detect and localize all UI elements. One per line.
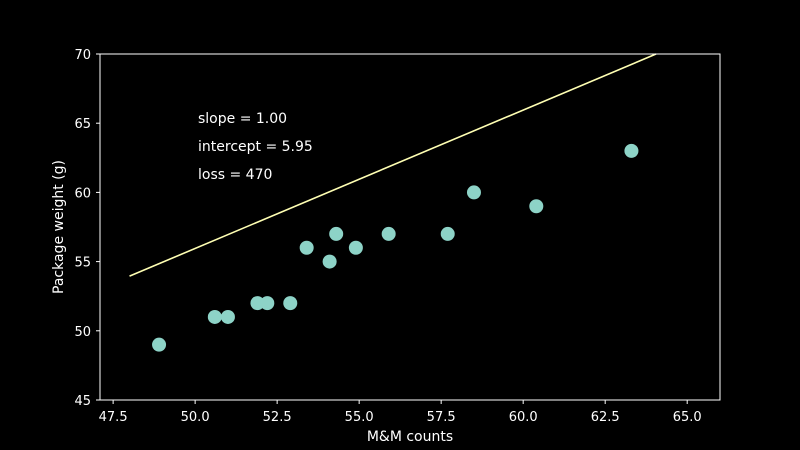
x-tick-label: 50.0 <box>181 410 210 425</box>
data-point <box>529 199 544 214</box>
data-point <box>152 337 167 352</box>
data-point <box>299 240 314 255</box>
y-tick-label: 55 <box>74 256 91 271</box>
plot-layer <box>129 53 657 352</box>
annotation-slope: slope = 1.00 <box>198 111 287 127</box>
fit-line <box>129 53 657 277</box>
data-point <box>440 226 455 241</box>
data-point <box>322 254 337 269</box>
data-point <box>466 185 481 200</box>
y-tick-label: 50 <box>74 325 91 340</box>
x-axis-label: M&M counts <box>367 429 453 445</box>
data-point <box>220 309 235 324</box>
data-point <box>381 226 396 241</box>
x-tick-label: 57.5 <box>427 410 456 425</box>
x-tick-label: 52.5 <box>263 410 292 425</box>
x-tick-label: 47.5 <box>99 410 128 425</box>
data-point <box>207 309 222 324</box>
annotation-loss: loss = 470 <box>198 167 272 183</box>
x-tick-label: 65.0 <box>673 410 702 425</box>
x-tick-label: 60.0 <box>509 410 538 425</box>
annotation-intercept: intercept = 5.95 <box>198 139 313 155</box>
data-point <box>348 240 363 255</box>
y-tick-label: 70 <box>74 48 91 63</box>
y-tick-label: 60 <box>74 186 91 201</box>
data-point <box>329 226 344 241</box>
y-tick-label: 65 <box>74 117 91 132</box>
y-axis-label: Package weight (g) <box>51 160 67 294</box>
data-point <box>283 296 298 311</box>
data-point <box>260 296 275 311</box>
data-point <box>624 143 639 158</box>
y-tick-label: 45 <box>74 394 91 409</box>
data-point <box>250 296 265 311</box>
plot-frame <box>99 53 721 401</box>
x-tick-label: 55.0 <box>345 410 374 425</box>
axes-layer: 47.5 50.0 52.5 55.0 57.5 60.0 62.5 65.0 45 50 55 60… <box>74 48 701 425</box>
x-tick-label: 62.5 <box>591 410 620 425</box>
